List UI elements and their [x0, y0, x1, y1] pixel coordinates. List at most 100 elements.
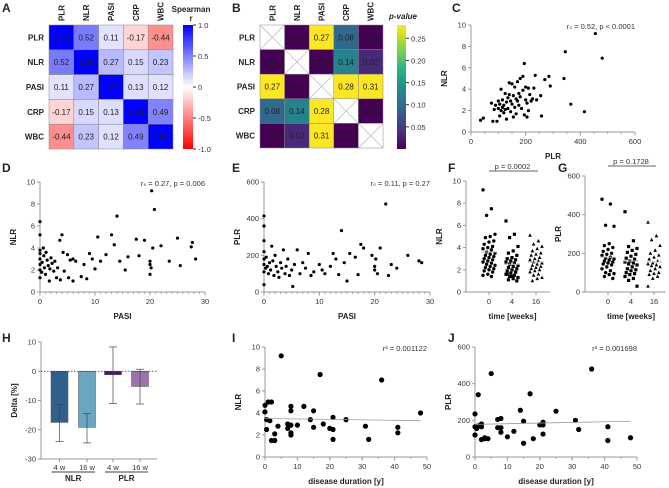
data-point-circle	[483, 265, 488, 270]
y-tick-label: 400	[246, 214, 259, 223]
data-point	[576, 426, 582, 433]
data-point	[513, 105, 517, 109]
data-point	[264, 426, 270, 433]
cell-value: 0.27	[314, 33, 330, 42]
cross-icon	[284, 49, 310, 75]
data-point-square	[510, 274, 514, 279]
data-point-square	[629, 254, 633, 258]
x-tick-label: 16 w	[79, 463, 95, 472]
cell-value: 0.31	[314, 132, 330, 141]
data-point	[190, 240, 194, 245]
data-point	[535, 98, 539, 102]
data-point-circle	[611, 245, 615, 250]
data-point	[85, 277, 89, 281]
data-point-circle	[612, 271, 616, 276]
x-tick-label: 4 w	[54, 463, 66, 472]
y-axis-label: NLR	[234, 394, 243, 411]
data-point	[548, 84, 552, 88]
data-point	[532, 86, 536, 90]
data-point-square	[510, 268, 514, 272]
data-point	[511, 94, 515, 98]
data-point-square	[629, 269, 633, 273]
data-point	[362, 246, 366, 250]
data-point-square	[516, 275, 520, 280]
data-point	[521, 88, 525, 92]
data-point	[498, 429, 504, 435]
y-tick-label: 600	[567, 172, 580, 181]
data-point-circle	[607, 258, 611, 262]
cell-value: <0.001	[337, 135, 356, 141]
x-tick-label: 30	[201, 297, 209, 306]
data-point	[521, 74, 525, 78]
panel-label-c: C	[452, 1, 461, 15]
data-point	[472, 411, 478, 417]
data-point-triangle	[647, 257, 651, 261]
data-point	[499, 109, 503, 113]
data-point	[481, 116, 485, 120]
data-point	[41, 246, 45, 250]
data-point-square	[628, 273, 632, 277]
data-point	[288, 422, 294, 428]
cell-value: 0.49	[153, 108, 169, 117]
row-label: PLR	[28, 33, 44, 42]
data-point	[373, 264, 377, 268]
data-point	[530, 436, 536, 442]
data-point-circle	[607, 272, 611, 277]
data-point	[115, 214, 119, 218]
y-tick-label: 400	[457, 379, 470, 388]
data-point-square	[630, 265, 634, 269]
data-point	[518, 95, 522, 99]
column-label: PASI	[107, 3, 116, 21]
cell-value: 0.13	[103, 108, 119, 117]
x-tick-label: 600	[629, 137, 642, 146]
y-tick-label: 2	[457, 265, 461, 274]
heatmap-cell	[123, 74, 149, 100]
data-point-triangle	[540, 261, 544, 265]
data-point-triangle	[648, 268, 653, 273]
data-point-square	[504, 219, 508, 223]
data-point	[417, 259, 421, 263]
data-point	[510, 102, 514, 106]
data-point	[507, 92, 511, 97]
data-point	[272, 273, 276, 278]
data-point-square	[633, 272, 637, 276]
y-tick-label: 0	[466, 453, 470, 462]
data-point	[38, 251, 42, 256]
data-point	[286, 257, 290, 261]
y-tick-label: 0	[256, 453, 260, 462]
data-point	[118, 259, 122, 263]
data-point-triangle	[653, 266, 657, 271]
panel-label-i: I	[232, 331, 235, 345]
data-point	[277, 275, 281, 279]
data-point-square	[635, 246, 639, 251]
cell-value: 0.006	[314, 61, 330, 67]
data-point	[553, 408, 559, 414]
data-point	[502, 103, 506, 107]
heatmap-cell	[333, 49, 359, 75]
x-axis-label: PASI	[338, 312, 356, 321]
data-point-triangle	[531, 273, 536, 277]
data-point-circle	[602, 274, 607, 279]
data-point-circle	[601, 262, 605, 266]
data-point-circle	[484, 262, 489, 266]
data-point-triangle	[528, 270, 532, 274]
y-tick-label: 0	[576, 288, 580, 297]
data-point	[281, 248, 285, 252]
row-label: CRP	[27, 108, 45, 117]
data-point	[189, 245, 193, 249]
data-point	[348, 251, 352, 256]
data-point	[148, 262, 152, 267]
colorbar-title: r	[189, 14, 192, 23]
data-point	[330, 414, 336, 420]
data-point-circle	[487, 268, 491, 272]
y-tick-label: -30	[25, 455, 36, 464]
data-point-square	[504, 260, 508, 264]
data-point-square	[625, 250, 629, 254]
data-point-triangle	[658, 264, 662, 269]
cell-value: 1.00	[54, 33, 70, 42]
data-point-triangle	[528, 233, 532, 237]
data-point	[126, 255, 130, 259]
colorbar-tick-label: 0.15	[411, 79, 426, 88]
data-point	[356, 272, 360, 277]
